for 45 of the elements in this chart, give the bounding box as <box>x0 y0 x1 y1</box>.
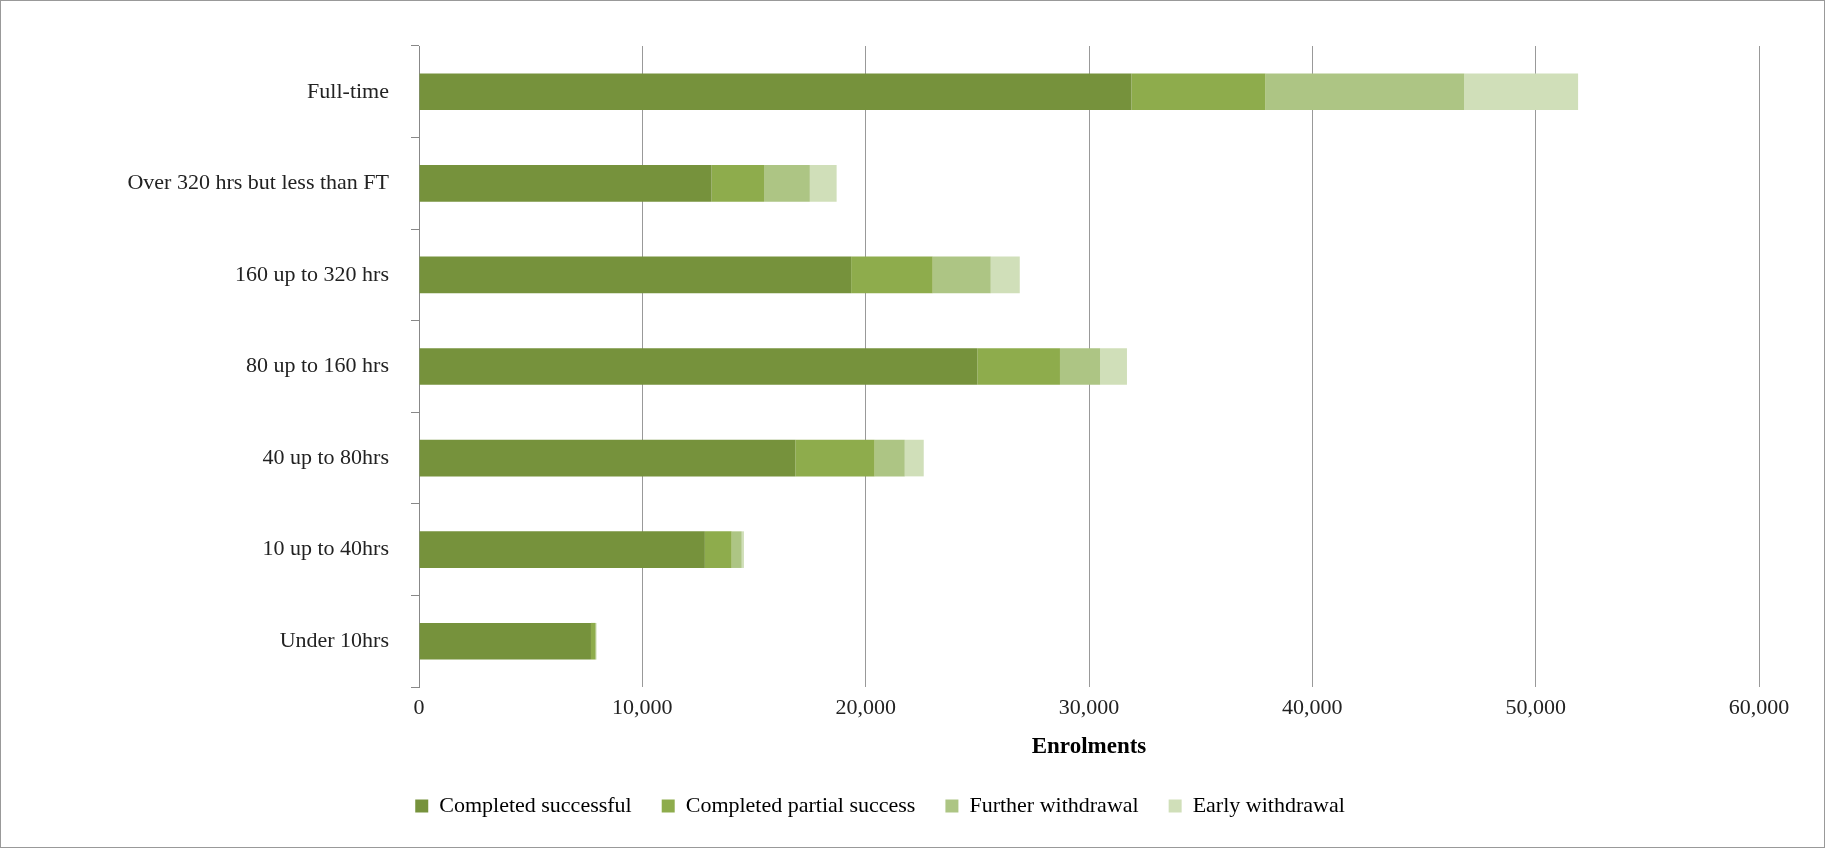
x-tick-label: 30,000 <box>1058 693 1120 719</box>
x-tick-label: 0 <box>413 693 425 719</box>
y-tick-label: 80 up to 160 hrs <box>246 352 389 378</box>
bar <box>851 256 933 294</box>
bar <box>419 531 705 568</box>
bar <box>419 256 852 294</box>
x-tick-label: 60,000 <box>1728 693 1790 719</box>
bar <box>874 439 905 477</box>
bar <box>1131 73 1266 111</box>
bar <box>704 531 732 568</box>
x-axis-title: Enrolments <box>1031 733 1147 759</box>
legend-label: Completed successful <box>439 791 632 817</box>
bar <box>741 531 744 568</box>
bar <box>419 73 1132 111</box>
x-tick-label: 50,000 <box>1505 693 1566 719</box>
bar <box>977 348 1060 385</box>
y-tick-label: 10 up to 40hrs <box>262 535 389 561</box>
bar <box>795 439 875 477</box>
bar <box>419 165 712 202</box>
bar <box>764 165 810 202</box>
bar <box>1100 348 1127 385</box>
x-tick-label: 20,000 <box>835 693 896 719</box>
y-tick-label: Over 320 hrs but less than FT <box>127 169 390 195</box>
bar <box>590 622 596 660</box>
bar <box>932 256 991 294</box>
bar <box>809 165 837 202</box>
legend-label: Further withdrawal <box>969 791 1139 817</box>
bar <box>1265 73 1465 111</box>
bar <box>1464 73 1579 111</box>
y-tick-label: Full-time <box>307 77 389 103</box>
bar <box>419 348 978 385</box>
y-tick-label: Under 10hrs <box>279 627 389 652</box>
bar <box>419 439 796 477</box>
y-tick-label: 160 up to 320 hrs <box>235 260 389 286</box>
bar <box>904 439 924 477</box>
y-tick-label: 40 up to 80hrs <box>262 443 389 469</box>
bar <box>1059 348 1101 385</box>
x-tick-label: 40,000 <box>1282 693 1343 719</box>
x-tick-label: 10,000 <box>612 693 673 719</box>
bar <box>731 531 742 568</box>
legend-label: Early withdrawal <box>1192 791 1345 817</box>
bar <box>419 622 591 660</box>
bar <box>711 165 765 202</box>
legend-label: Completed partial success <box>685 791 916 817</box>
bar <box>990 256 1020 294</box>
